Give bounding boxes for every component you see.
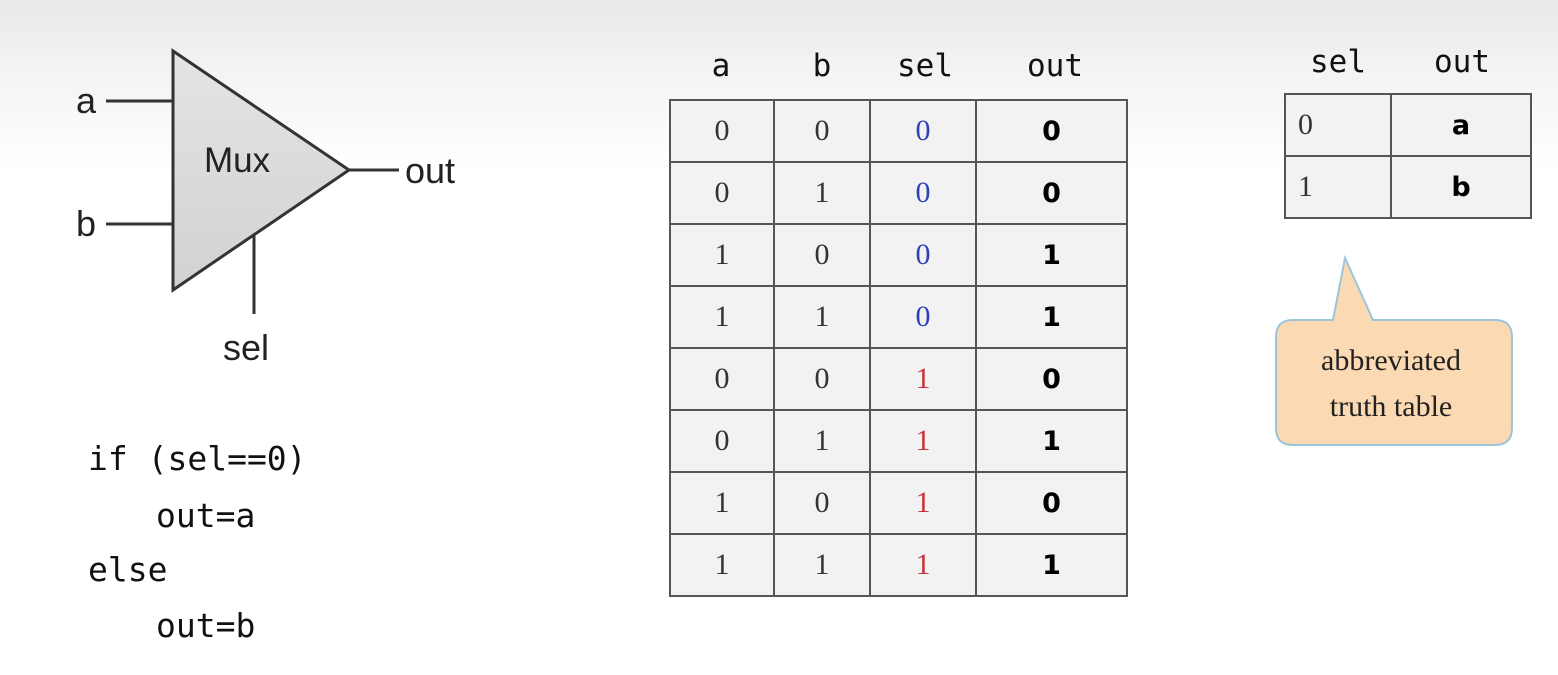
truth-header-a: a xyxy=(711,48,731,84)
truth-cell-a: 0 xyxy=(669,99,775,163)
mux-block-label: Mux xyxy=(204,141,271,180)
truth-cell-sel: 0 xyxy=(869,99,977,163)
code-line-3: else xyxy=(88,550,168,589)
truth-cell-sel: 1 xyxy=(869,347,977,411)
truth-cell-out: 0 xyxy=(975,471,1128,535)
truth-cell-a: 0 xyxy=(669,347,775,411)
truth-cell-sel: 1 xyxy=(869,409,977,473)
truth-cell-a: 0 xyxy=(669,409,775,473)
truth-cell-b: 0 xyxy=(773,347,871,411)
truth-cell-sel: 0 xyxy=(869,161,977,225)
abbr-header-sel: sel xyxy=(1310,44,1366,80)
truth-cell-out: 0 xyxy=(975,161,1128,225)
abbr-cell-out: a xyxy=(1390,93,1532,157)
select-label: sel xyxy=(223,327,270,368)
abbr-cell-out: b xyxy=(1390,155,1532,219)
truth-cell-a: 1 xyxy=(669,533,775,597)
callout-line-2: truth table xyxy=(1329,390,1453,423)
abbr-header-out: out xyxy=(1434,44,1490,80)
input-b-label: b xyxy=(76,203,97,244)
abbr-cell-sel: 0 xyxy=(1284,93,1392,157)
mux-block xyxy=(171,48,352,293)
truth-cell-out: 0 xyxy=(975,347,1128,411)
truth-cell-a: 1 xyxy=(669,285,775,349)
truth-cell-b: 0 xyxy=(773,223,871,287)
truth-cell-b: 1 xyxy=(773,161,871,225)
abbr-cell-sel: 1 xyxy=(1284,155,1392,219)
truth-header-sel: sel xyxy=(897,48,953,84)
truth-cell-out: 1 xyxy=(975,409,1128,473)
truth-cell-b: 1 xyxy=(773,409,871,473)
truth-cell-b: 0 xyxy=(773,99,871,163)
truth-cell-sel: 1 xyxy=(869,533,977,597)
truth-cell-b: 1 xyxy=(773,285,871,349)
callout-line-1: abbreviated xyxy=(1321,344,1461,377)
truth-cell-out: 1 xyxy=(975,533,1128,597)
truth-cell-a: 1 xyxy=(669,471,775,535)
truth-cell-out: 0 xyxy=(975,99,1128,163)
callout-bubble xyxy=(1275,254,1513,446)
input-a-label: a xyxy=(76,80,97,121)
truth-cell-sel: 0 xyxy=(869,285,977,349)
truth-header-b: b xyxy=(812,48,832,84)
mux-diagram xyxy=(106,48,399,314)
truth-cell-out: 1 xyxy=(975,285,1128,349)
code-line-1: if (sel==0) xyxy=(88,439,307,478)
truth-cell-b: 0 xyxy=(773,471,871,535)
truth-cell-sel: 1 xyxy=(869,471,977,535)
truth-cell-a: 1 xyxy=(669,223,775,287)
callout-text: abbreviated truth table xyxy=(1272,338,1510,430)
truth-cell-sel: 0 xyxy=(869,223,977,287)
truth-header-out: out xyxy=(1027,48,1083,84)
truth-cell-out: 1 xyxy=(975,223,1128,287)
code-line-4: out=b xyxy=(156,606,256,645)
output-label: out xyxy=(405,150,456,191)
code-line-2: out=a xyxy=(156,496,256,535)
truth-cell-a: 0 xyxy=(669,161,775,225)
truth-cell-b: 1 xyxy=(773,533,871,597)
